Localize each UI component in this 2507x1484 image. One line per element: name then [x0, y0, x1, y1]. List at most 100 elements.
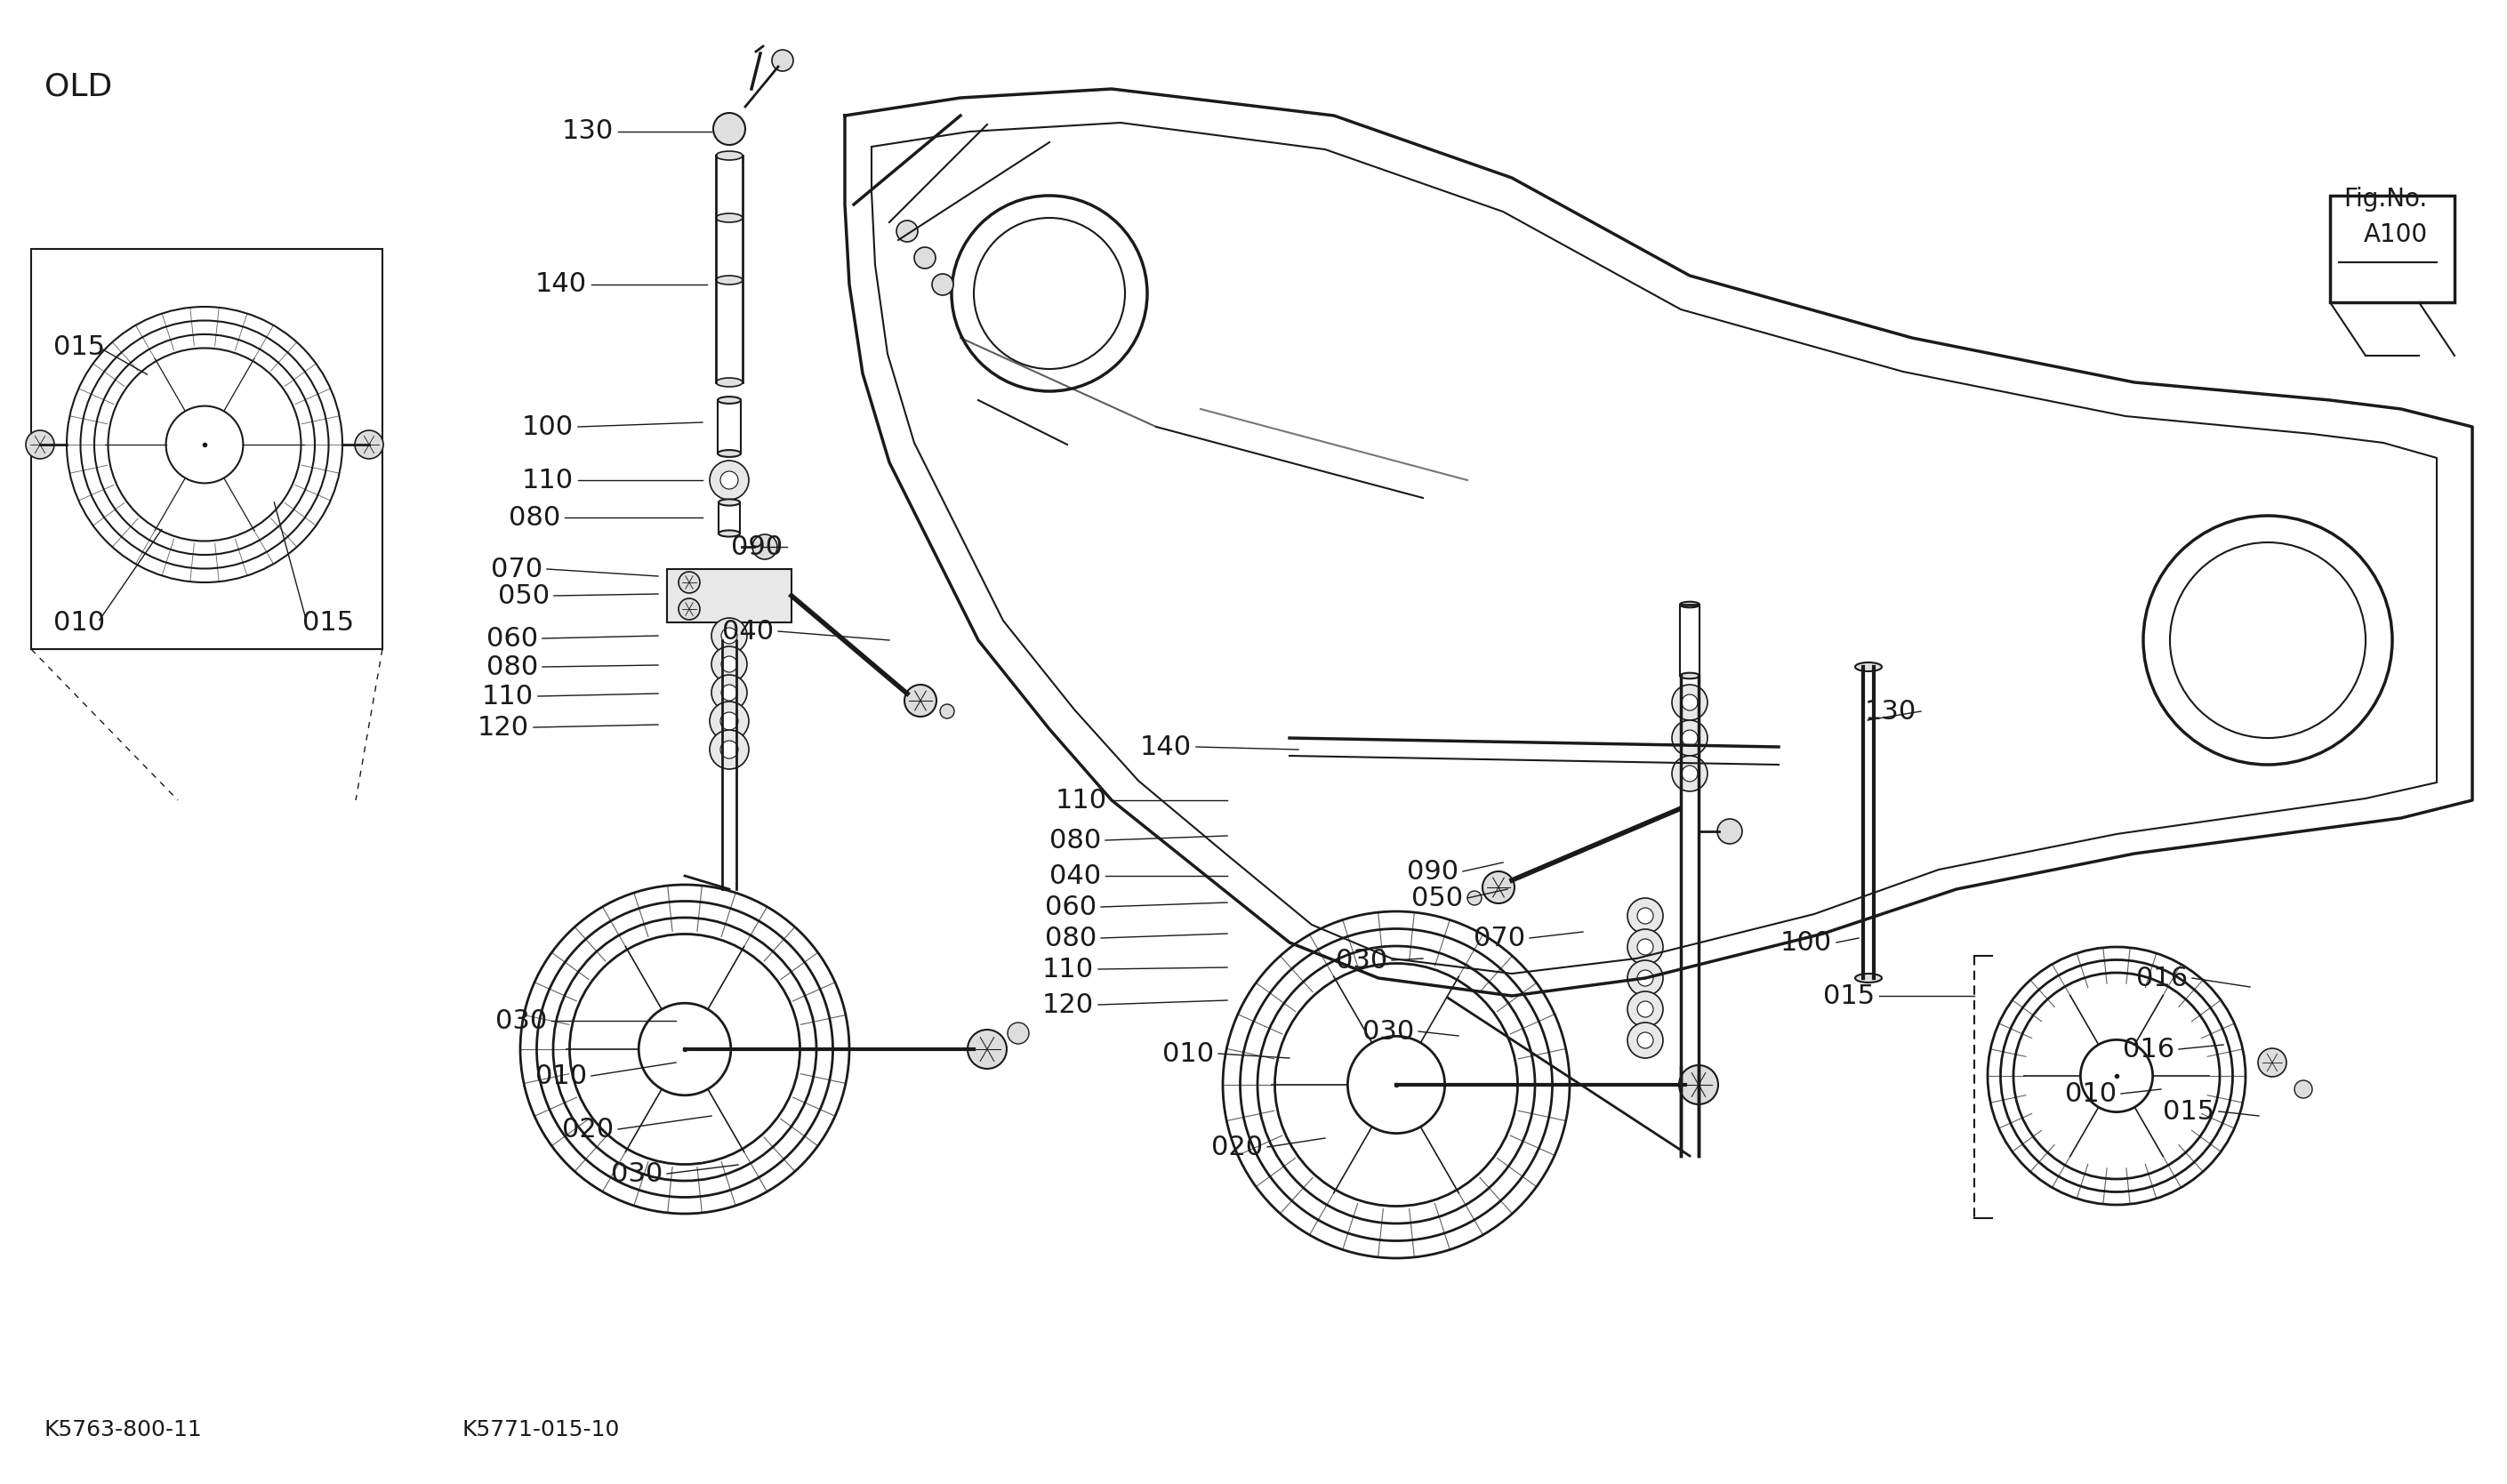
Circle shape [1627, 991, 1662, 1027]
Circle shape [722, 628, 737, 644]
Text: 020: 020 [1211, 1134, 1264, 1160]
Circle shape [1717, 819, 1742, 844]
Circle shape [722, 684, 737, 700]
Circle shape [1637, 908, 1652, 925]
Text: 130: 130 [562, 119, 614, 144]
Circle shape [1682, 766, 1697, 782]
Circle shape [1672, 684, 1707, 720]
Circle shape [712, 647, 747, 683]
Bar [667, 568, 792, 622]
Circle shape [679, 571, 699, 594]
Ellipse shape [717, 378, 742, 387]
Text: A100: A100 [2364, 223, 2427, 248]
Text: 100: 100 [521, 414, 574, 439]
Text: 100: 100 [1780, 929, 1833, 956]
Circle shape [933, 275, 953, 295]
Text: 060: 060 [486, 626, 539, 651]
Circle shape [720, 712, 737, 730]
Ellipse shape [1855, 662, 1883, 671]
Circle shape [1627, 1022, 1662, 1058]
Text: 050: 050 [499, 583, 549, 608]
Circle shape [709, 460, 750, 500]
Text: 110: 110 [1043, 956, 1093, 982]
Circle shape [752, 534, 777, 559]
Circle shape [1637, 939, 1652, 954]
Circle shape [1637, 971, 1652, 985]
Ellipse shape [1680, 672, 1700, 678]
Circle shape [1682, 695, 1697, 711]
Text: 080: 080 [1048, 828, 1101, 853]
Ellipse shape [720, 499, 740, 506]
Text: 110: 110 [1055, 788, 1108, 813]
Circle shape [720, 741, 737, 758]
Ellipse shape [717, 276, 742, 285]
Circle shape [1672, 755, 1707, 791]
Text: 010: 010 [53, 610, 105, 635]
Text: 140: 140 [1141, 735, 1191, 760]
Text: 080: 080 [509, 505, 559, 530]
Circle shape [356, 430, 384, 459]
Text: 030: 030 [494, 1008, 547, 1034]
Circle shape [905, 684, 938, 717]
Circle shape [1627, 960, 1662, 996]
Text: Fig.No.: Fig.No. [2344, 187, 2427, 212]
Text: K5771-015-10: K5771-015-10 [461, 1419, 619, 1441]
Text: 016: 016 [2136, 965, 2189, 991]
Text: 110: 110 [521, 467, 574, 493]
Ellipse shape [720, 530, 740, 537]
Text: 130: 130 [1865, 699, 1915, 724]
Circle shape [772, 50, 792, 71]
Text: 040: 040 [722, 619, 775, 644]
Text: 010: 010 [536, 1063, 587, 1089]
Circle shape [940, 705, 955, 718]
Circle shape [2294, 1080, 2311, 1098]
Circle shape [720, 472, 737, 490]
Text: OLD: OLD [45, 71, 113, 101]
Text: 040: 040 [1050, 862, 1101, 889]
Circle shape [679, 598, 699, 620]
Circle shape [1482, 871, 1514, 904]
Circle shape [1637, 1033, 1652, 1048]
Circle shape [1672, 720, 1707, 755]
Circle shape [898, 221, 918, 242]
Bar [2329, 196, 2454, 303]
Text: 120: 120 [1043, 991, 1093, 1018]
Circle shape [712, 617, 747, 653]
Text: 030: 030 [1336, 947, 1386, 974]
Ellipse shape [717, 396, 740, 404]
Text: 030: 030 [612, 1160, 662, 1187]
Ellipse shape [717, 151, 742, 160]
Circle shape [712, 113, 745, 145]
Circle shape [1637, 1002, 1652, 1017]
Text: 020: 020 [562, 1116, 614, 1143]
Circle shape [1680, 1066, 1717, 1104]
Text: 010: 010 [1163, 1040, 1213, 1067]
Text: 016: 016 [2123, 1036, 2174, 1063]
Circle shape [968, 1030, 1008, 1068]
Text: 060: 060 [1045, 893, 1096, 920]
Text: 140: 140 [536, 272, 587, 297]
Circle shape [1627, 929, 1662, 965]
Ellipse shape [1855, 974, 1883, 982]
Text: 090: 090 [732, 534, 782, 559]
Ellipse shape [717, 450, 740, 457]
Text: 080: 080 [1045, 925, 1096, 951]
Text: 015: 015 [2164, 1098, 2214, 1125]
Text: 120: 120 [476, 714, 529, 741]
Circle shape [722, 656, 737, 672]
Text: K5763-800-11: K5763-800-11 [45, 1419, 203, 1441]
Text: 070: 070 [1474, 925, 1524, 951]
Circle shape [25, 430, 55, 459]
Text: 015: 015 [53, 334, 105, 359]
Bar [30, 249, 384, 649]
Text: 110: 110 [481, 683, 534, 709]
Circle shape [1467, 890, 1482, 905]
Circle shape [1627, 898, 1662, 933]
Circle shape [709, 702, 750, 741]
Circle shape [709, 730, 750, 769]
Circle shape [1682, 730, 1697, 746]
Text: 010: 010 [2066, 1080, 2116, 1107]
Text: 015: 015 [1823, 982, 1875, 1009]
Text: 090: 090 [1406, 858, 1459, 884]
Text: 050: 050 [1411, 884, 1464, 911]
